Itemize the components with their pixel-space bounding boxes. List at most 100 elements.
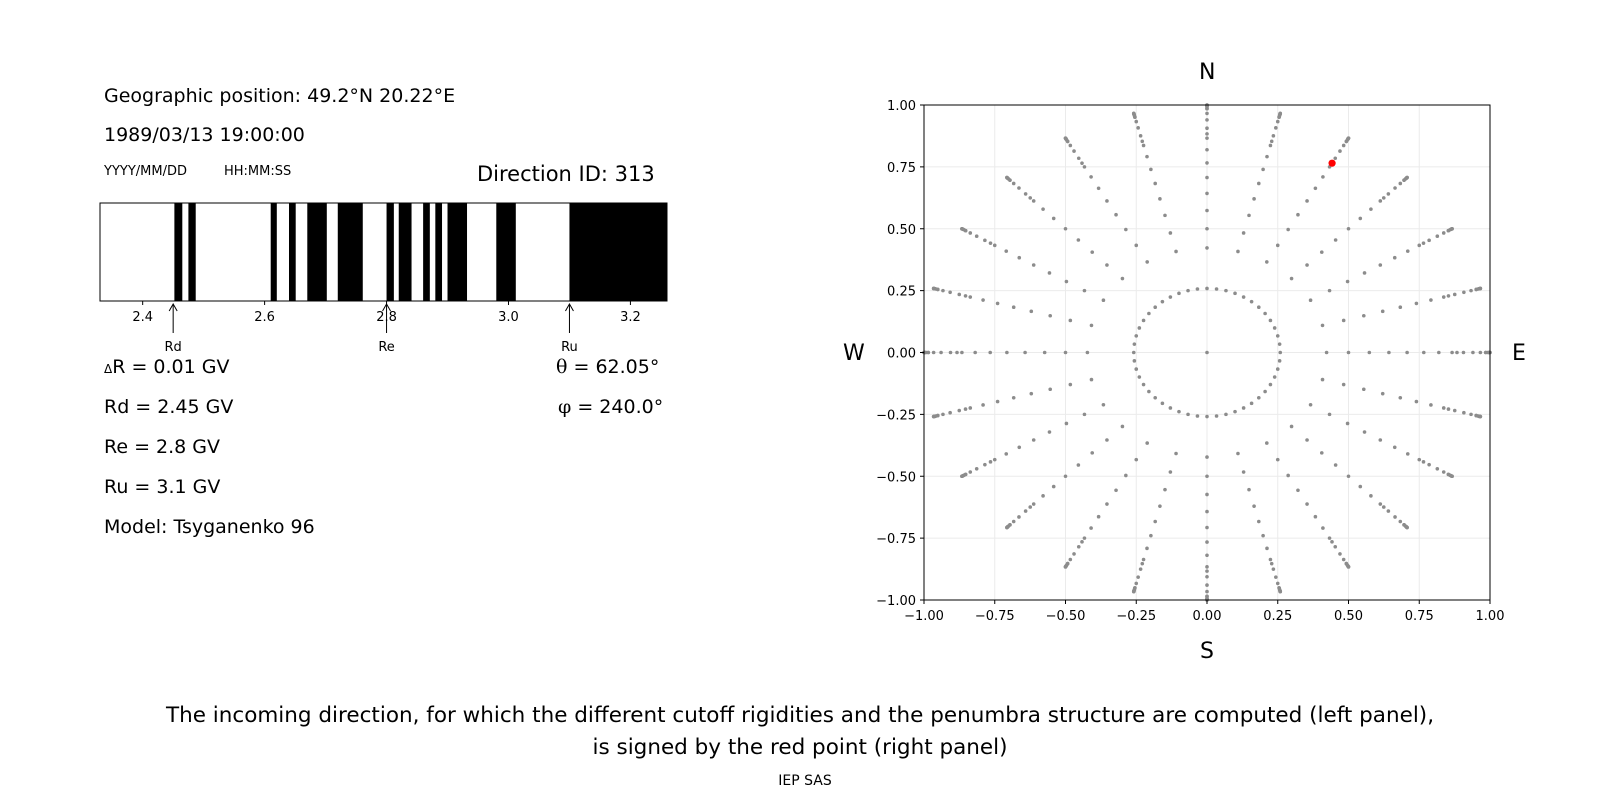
grid-point [1417, 457, 1422, 462]
grid-point [1247, 213, 1251, 218]
grid-point [1241, 406, 1246, 410]
grid-point [1345, 563, 1350, 567]
grid-point [931, 286, 936, 291]
grid-point [1160, 299, 1165, 304]
grid-point [1402, 178, 1406, 182]
grid-point [1064, 564, 1068, 568]
grid-point [948, 350, 953, 355]
grid-point [1205, 553, 1209, 558]
grid-point [932, 286, 936, 291]
grid-point [1005, 525, 1010, 529]
grid-point [1005, 176, 1010, 180]
grid-point [973, 350, 977, 355]
grid-point [1308, 298, 1313, 303]
grid-point [1361, 387, 1366, 392]
grid-point [1404, 525, 1409, 529]
grid-point [1205, 583, 1209, 587]
grid-point [1362, 430, 1367, 434]
grid-point [961, 473, 965, 478]
grid-point [1446, 472, 1451, 477]
grid-point [1005, 525, 1009, 530]
grid-point [1274, 126, 1278, 130]
grid-point [1011, 181, 1016, 186]
grid-point [1163, 487, 1167, 492]
grid-point [1089, 175, 1093, 179]
grid-point [1405, 175, 1409, 180]
grid-point [968, 231, 973, 235]
grid-point [1369, 494, 1373, 498]
grid-point [1080, 540, 1084, 544]
grid-point [1478, 350, 1483, 355]
grid-point [1205, 226, 1209, 231]
datetime: 1989/03/13 19:00:00 [104, 124, 305, 146]
grid-point [1450, 350, 1454, 355]
grid-point [1072, 552, 1076, 556]
grid-point [1132, 588, 1136, 593]
grid-point [1477, 286, 1482, 291]
grid-point [1429, 403, 1433, 407]
direction-grid [923, 104, 1491, 601]
grid-point [1268, 143, 1273, 148]
grid-point [1449, 473, 1453, 478]
grid-point [1386, 192, 1391, 196]
grid-point [1205, 569, 1209, 573]
penumbra-frame [99, 202, 668, 302]
grid-point [1333, 544, 1338, 549]
forbidden-band [174, 203, 183, 301]
grid-point [1076, 238, 1081, 242]
grid-point [1029, 309, 1034, 314]
grid-point [1313, 514, 1318, 519]
grid-point [1133, 115, 1137, 119]
grid-point [1469, 412, 1473, 417]
grid-point [1476, 287, 1480, 291]
x-tick-label: 1.00 [1476, 609, 1505, 624]
grid-point [1158, 197, 1162, 201]
grid-point [1168, 406, 1173, 410]
grid-point [1471, 350, 1475, 355]
grid-point [1446, 407, 1451, 411]
grid-point [1205, 598, 1209, 602]
grid-point [981, 403, 985, 407]
grid-point [1090, 250, 1095, 254]
grid-point [922, 350, 927, 355]
grid-point [960, 226, 964, 231]
phi-value: φ = 240.0° [558, 396, 663, 418]
grid-point [1450, 474, 1454, 478]
grid-point [1449, 227, 1453, 232]
penumbra-chart: 2.4 2.6 2.8 3.0 3.2 Rd Re Ru [99, 202, 668, 355]
grid-point [1404, 176, 1409, 180]
grid-point [1341, 557, 1346, 562]
grid-point [1105, 502, 1109, 506]
x-tick-label: 2.6 [254, 310, 275, 325]
grid-point [1041, 494, 1045, 498]
grid-point [1089, 377, 1094, 382]
grid-point [1205, 191, 1209, 196]
grid-point [1005, 350, 1009, 355]
grid-point [1205, 104, 1209, 108]
grid-point [1256, 519, 1261, 524]
grid-point [983, 238, 987, 243]
grid-point [922, 350, 926, 355]
grid-point [1271, 134, 1276, 138]
grid-point [1278, 112, 1282, 117]
grid-point [1338, 552, 1342, 556]
grid-point [1205, 525, 1209, 530]
grid-point [1029, 391, 1034, 396]
grid-point [960, 474, 964, 478]
grid-point [1158, 504, 1162, 508]
grid-point [1205, 594, 1209, 599]
grid-point [1398, 181, 1403, 186]
grid-point [1141, 382, 1146, 387]
grid-point [961, 473, 965, 478]
grid-point [1435, 466, 1440, 471]
grid-point [1441, 470, 1446, 474]
grid-point [1131, 350, 1136, 355]
grid-point [1064, 137, 1068, 141]
grid-point [935, 287, 940, 292]
grid-point [1249, 299, 1254, 304]
grid-point [960, 474, 964, 479]
grid-point [1068, 143, 1073, 148]
grid-point [1361, 313, 1366, 318]
grid-point [963, 472, 968, 477]
grid-point [1051, 216, 1056, 221]
